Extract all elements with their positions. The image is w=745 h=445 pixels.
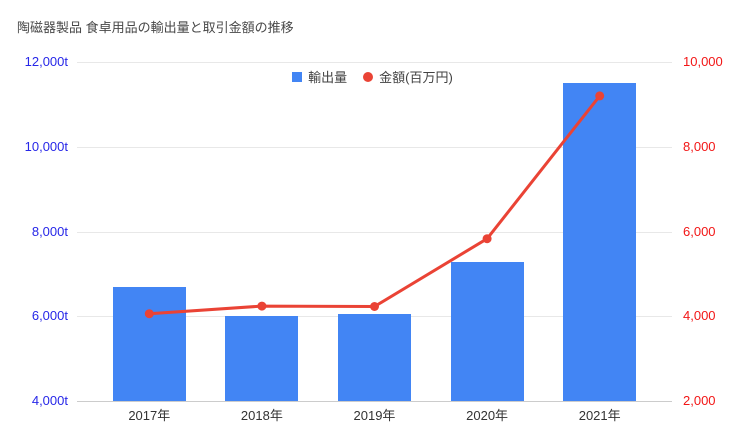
bar-2021年[interactable] [563, 83, 637, 401]
legend-item-label: 金額(百万円) [379, 70, 453, 85]
y-axis-right-tick-label: 2,000 [683, 393, 716, 408]
line-point-2019年[interactable] [370, 302, 379, 311]
chart-title: 陶磁器製品 食卓用品の輸出量と取引金額の推移 [17, 20, 294, 35]
y-axis-left-tick-label: 12,000t [24, 54, 68, 69]
x-axis-tick-label: 2019年 [353, 408, 396, 423]
line-point-2020年[interactable] [482, 234, 492, 244]
y-axis-right-tick-label: 8,000 [683, 139, 716, 154]
x-axis-line [77, 401, 672, 402]
y-axis-left-tick-label: 8,000t [31, 224, 68, 239]
x-axis-tick-label: 2020年 [466, 408, 509, 423]
gridline [77, 62, 672, 63]
y-axis-right-tick-label: 10,000 [683, 54, 723, 69]
bar-2020年[interactable] [450, 262, 524, 401]
x-axis-tick-label: 2021年 [578, 408, 621, 423]
line-path [149, 94, 601, 316]
y-axis-left-tick-label: 4,000t [31, 393, 68, 408]
legend-item-label: 輸出量 [308, 70, 348, 85]
legend-item-bar-series[interactable]: 輸出量 [292, 67, 347, 86]
y-axis-left-tick-label: 10,000t [24, 139, 68, 154]
x-axis-tick-label: 2018年 [240, 408, 283, 423]
legend: 輸出量 金額(百万円) [0, 67, 745, 86]
bar-2019年[interactable] [338, 314, 411, 401]
x-axis-tick-label: 2017年 [128, 408, 171, 423]
y-axis-right-tick-label: 4,000 [683, 308, 716, 323]
line-point-2018年[interactable] [257, 301, 267, 311]
bar-2018年[interactable] [225, 316, 299, 402]
legend-square-swatch-icon [292, 71, 303, 82]
legend-circle-swatch-icon [363, 71, 374, 82]
y-axis-right-tick-label: 6,000 [683, 224, 716, 239]
legend-item-line-series[interactable]: 金額(百万円) [363, 67, 453, 86]
bar-2017年[interactable] [112, 286, 186, 401]
y-axis-left-tick-label: 6,000t [31, 308, 68, 323]
